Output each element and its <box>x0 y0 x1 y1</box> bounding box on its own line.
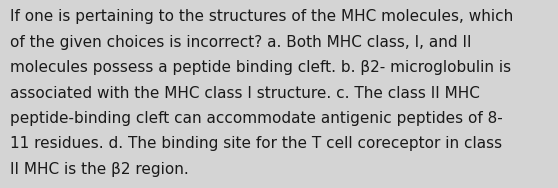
Text: If one is pertaining to the structures of the MHC molecules, which: If one is pertaining to the structures o… <box>10 9 513 24</box>
Text: associated with the MHC class I structure. c. The class II MHC: associated with the MHC class I structur… <box>10 86 480 101</box>
Text: peptide-binding cleft can accommodate antigenic peptides of 8-: peptide-binding cleft can accommodate an… <box>10 111 503 126</box>
Text: molecules possess a peptide binding cleft. b. β2- microglobulin is: molecules possess a peptide binding clef… <box>10 60 511 75</box>
Text: of the given choices is incorrect? a. Both MHC class, I, and II: of the given choices is incorrect? a. Bo… <box>10 35 472 50</box>
Text: II MHC is the β2 region.: II MHC is the β2 region. <box>10 162 189 177</box>
Text: 11 residues. d. The binding site for the T cell coreceptor in class: 11 residues. d. The binding site for the… <box>10 136 502 151</box>
